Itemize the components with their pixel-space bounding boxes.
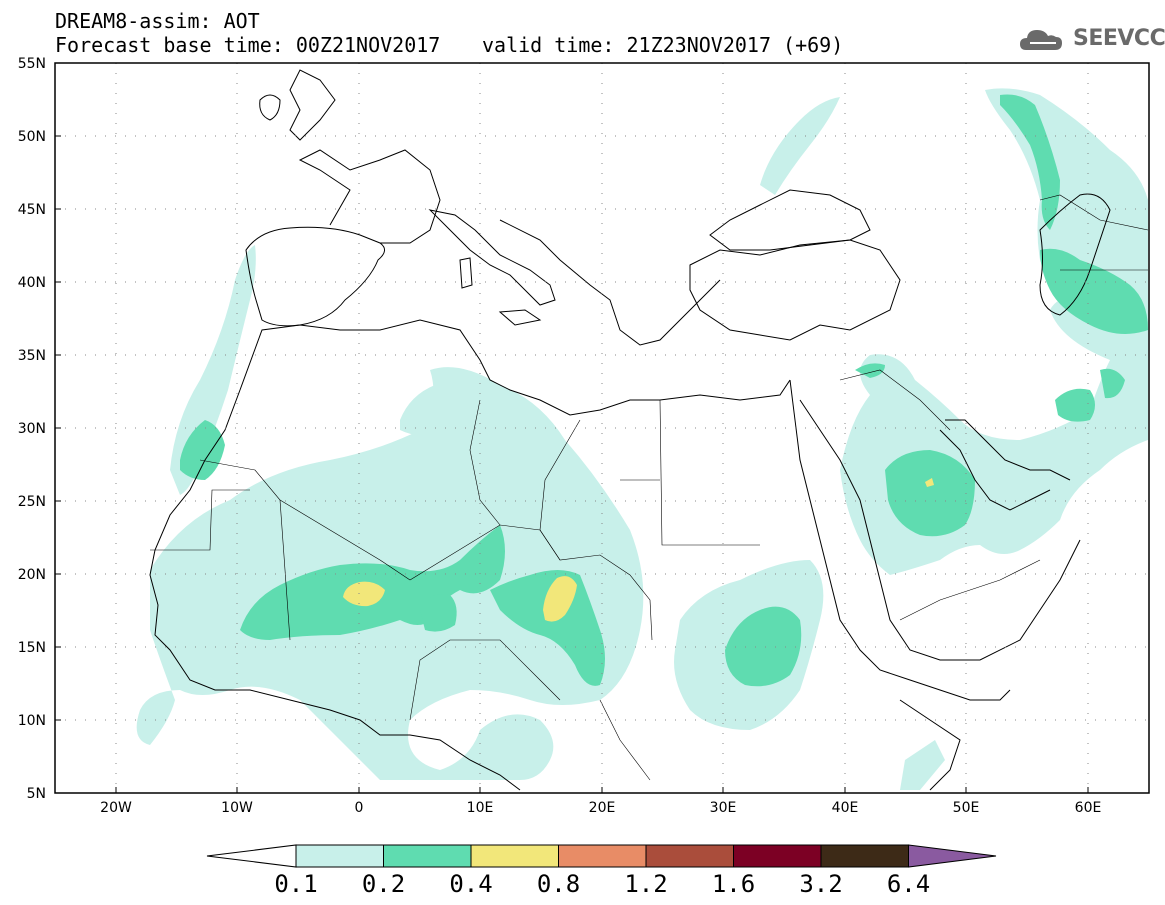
map-title: DREAM8-assim: AOT xyxy=(55,9,260,33)
lon-label: 0 xyxy=(355,800,364,816)
colorbar-swatch xyxy=(733,844,822,868)
logo-text: SEEVCCC xyxy=(1073,26,1165,51)
colorbar-swatch xyxy=(470,844,559,868)
lat-label: 20N xyxy=(18,567,46,583)
colorbar-low-arrow xyxy=(206,844,297,868)
aot-low-shading xyxy=(136,88,1148,790)
lat-label: 50N xyxy=(18,129,46,145)
lon-label: 60E xyxy=(1075,800,1102,816)
colorbar-label: 0.2 xyxy=(361,870,406,898)
lat-label: 10N xyxy=(18,713,46,729)
coastlines xyxy=(149,69,1111,791)
lon-label: 10W xyxy=(221,800,253,816)
colorbar-swatch xyxy=(558,844,647,868)
lat-label: 45N xyxy=(18,202,46,218)
country-borders xyxy=(150,194,1149,781)
longitude-labels: 20W 10W 0 10E 20E 30E 40E 50E 60E xyxy=(100,800,1101,816)
lon-label: 10E xyxy=(467,800,494,816)
colorbar-label: 6.4 xyxy=(886,870,931,898)
lat-label: 15N xyxy=(18,640,46,656)
colorbar-label: 1.6 xyxy=(711,870,756,898)
lon-label: 20E xyxy=(589,800,616,816)
cloud-logo-icon xyxy=(1020,30,1062,50)
forecast-base-time: Forecast base time: 00Z21NOV2017 xyxy=(55,33,441,57)
colorbar-high-arrow xyxy=(908,844,997,868)
colorbar-swatch xyxy=(820,844,909,868)
latitude-labels: 55N 50N 45N 40N 35N 30N 25N 20N 15N 10N … xyxy=(18,56,46,802)
colorbar-swatch xyxy=(295,844,384,868)
lat-label: 35N xyxy=(18,348,46,364)
aot-mid-shading xyxy=(180,94,1148,687)
axis-ticks xyxy=(55,135,1089,793)
valid-time: valid time: 21Z23NOV2017 (+69) xyxy=(482,33,844,57)
aot-high-shading xyxy=(343,478,934,622)
lat-label: 40N xyxy=(18,275,46,291)
colorbar-label: 3.2 xyxy=(799,870,843,898)
colorbar xyxy=(206,844,997,868)
colorbar-swatch xyxy=(645,844,734,868)
colorbar-label: 0.4 xyxy=(449,870,493,898)
colorbar-label: 0.8 xyxy=(536,870,581,898)
lat-label: 30N xyxy=(18,421,46,437)
lon-label: 50E xyxy=(953,800,980,816)
lat-label: 25N xyxy=(18,494,46,510)
colorbar-label: 1.2 xyxy=(624,870,668,898)
lon-label: 40E xyxy=(832,800,859,816)
lon-label: 30E xyxy=(710,800,737,816)
lat-label: 5N xyxy=(27,786,46,802)
lon-label: 20W xyxy=(100,800,132,816)
lat-label: 55N xyxy=(18,56,46,72)
colorbar-swatch xyxy=(383,844,472,868)
colorbar-label: 0.1 xyxy=(274,870,318,898)
